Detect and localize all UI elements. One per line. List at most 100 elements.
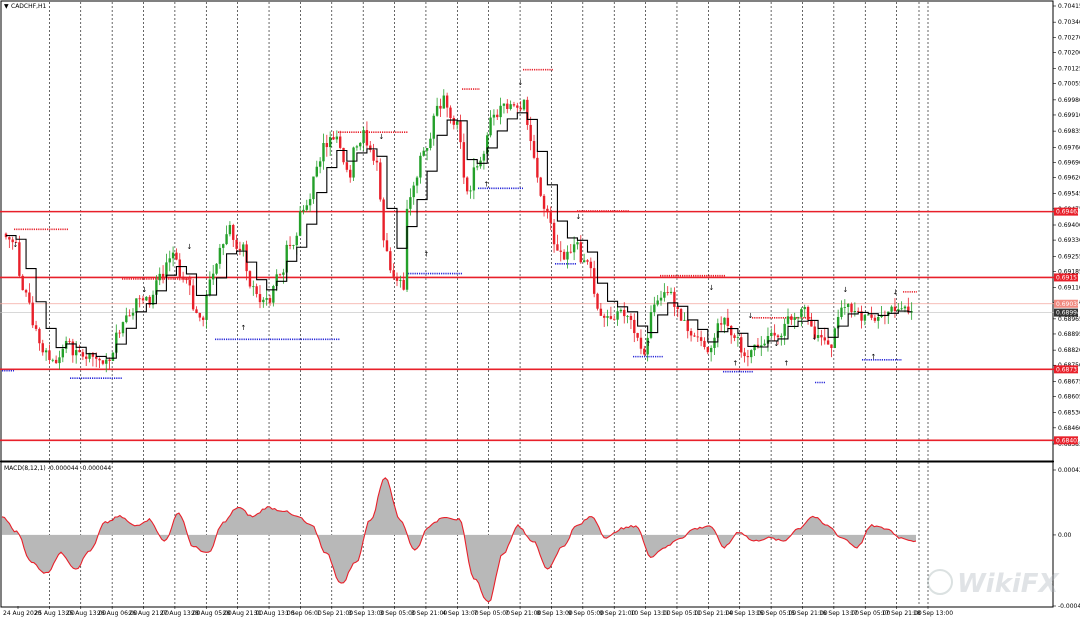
candle-body (131, 312, 135, 316)
candle-body (569, 251, 572, 253)
candle-body (653, 304, 656, 313)
candle-body (462, 142, 466, 178)
arrow-down-icon: ↓ (843, 286, 849, 294)
candle-body (442, 95, 445, 109)
candle-body (846, 303, 850, 307)
price-tick-label: 0.68965 (1058, 316, 1080, 323)
candle-body (342, 147, 345, 163)
candle-body (161, 273, 165, 277)
candle-body (743, 352, 746, 357)
candle-body (395, 276, 399, 281)
candle-body (332, 137, 335, 140)
trailing-line (6, 112, 912, 359)
candle-body (552, 222, 556, 245)
candle-body (275, 274, 278, 287)
candle-body (195, 309, 198, 314)
macd-tick-label: 0.00 (1058, 532, 1072, 539)
candle-body (639, 337, 643, 349)
candle-body (61, 348, 65, 358)
candle-body (840, 307, 843, 317)
time-tick-label: 25 Aug 13:00 (66, 610, 107, 617)
candle-body (28, 292, 31, 303)
candle-body (502, 103, 506, 106)
candle-body (375, 160, 379, 163)
candle-body (399, 279, 402, 281)
time-tick-label: 9 Sep 21:00 (599, 610, 635, 617)
candle-body (793, 317, 796, 320)
candle-body (359, 142, 362, 147)
candle-body (225, 234, 228, 245)
arrow-down-icon: ↓ (893, 288, 899, 296)
candle-body (897, 309, 900, 312)
candle-body (596, 293, 599, 309)
time-tick-label: 4 Sep 13:00 (442, 610, 478, 617)
candle-body (562, 251, 566, 260)
candle-body (285, 244, 288, 273)
arrow-up-icon: ↑ (424, 251, 430, 259)
candle-body (796, 316, 800, 318)
candle-body (509, 104, 512, 109)
candle-body (699, 337, 703, 341)
time-tick-label: 1 Sep 21:00 (317, 610, 353, 617)
candle-body (452, 118, 456, 125)
candle-body (676, 306, 679, 310)
candle-body (716, 323, 720, 338)
level-label: 0.69462 (1056, 209, 1080, 216)
candle-body (703, 340, 706, 347)
candle-body (138, 298, 141, 300)
indicator-title: MACD(8,12,1) -0.000044 -0.000044 (4, 465, 111, 472)
candle-body (252, 286, 255, 288)
candle-body (659, 297, 663, 301)
time-tick-label: 8 Sep 13:00 (536, 610, 572, 617)
candle-body (582, 260, 586, 263)
candle-body (338, 136, 342, 148)
time-tick-label: 11 Sep 05:00 (662, 610, 702, 617)
candle-body (78, 350, 81, 353)
candle-body (181, 276, 185, 279)
candle-body (222, 244, 225, 248)
candle-body (780, 335, 783, 338)
candle-body (576, 242, 579, 245)
candle-body (592, 268, 596, 294)
candle-body (753, 344, 756, 351)
time-tick-label: 1 Sep 06:00 (285, 610, 321, 617)
candle-body (409, 197, 412, 209)
candle-body (88, 352, 91, 359)
price-tick-label: 0.70055 (1058, 81, 1080, 88)
candle-body (372, 149, 375, 161)
time-tick-label: 10 Sep 13:00 (631, 610, 671, 617)
candle-body (288, 244, 292, 246)
time-tick-label: 25 Aug 13:00 (34, 610, 75, 617)
candle-body (830, 344, 833, 348)
level-label-box (1054, 299, 1078, 308)
level-label-box (1054, 436, 1078, 445)
candle-body (265, 298, 268, 300)
candle-body (201, 317, 205, 320)
menu-glyph[interactable]: ▼ (4, 3, 9, 10)
candle-body (907, 306, 910, 313)
candle-body (449, 107, 452, 119)
candle-body (21, 275, 24, 291)
candle-body (740, 337, 743, 353)
candle-body (679, 309, 683, 321)
candle-body (709, 347, 713, 353)
candle-body (867, 314, 870, 316)
candle-body (556, 244, 559, 251)
candle-body (369, 145, 372, 150)
candle-body (733, 335, 736, 338)
candle-body (459, 121, 462, 143)
price-tick-label: 0.69545 (1058, 191, 1080, 198)
watermark: WikiFX (927, 569, 1061, 599)
candle-body (826, 340, 830, 345)
arrow-up-icon: ↑ (646, 340, 652, 348)
candle-body (8, 237, 11, 240)
candle-body (18, 242, 21, 276)
arrow-down-icon: ↓ (576, 213, 582, 221)
